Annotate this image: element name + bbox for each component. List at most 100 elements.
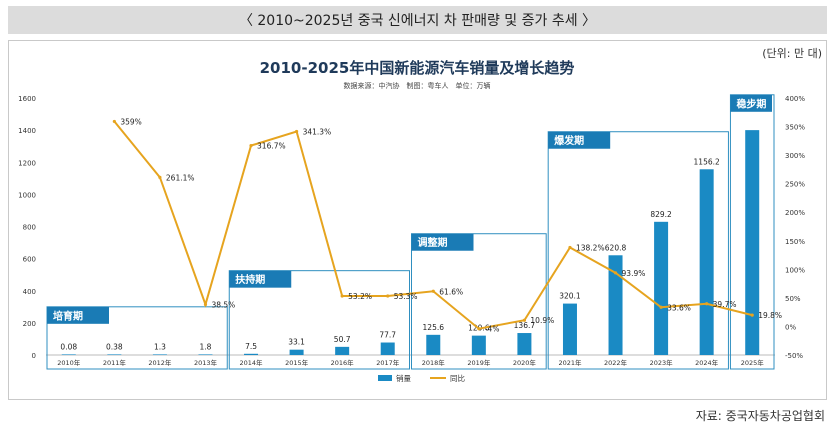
sales-bar-label: 829.2 [650,210,672,219]
sales-bar [608,255,623,355]
x-tick-label: 2023年 [650,358,674,367]
y-right-tick-label: 300% [785,152,805,160]
growth-point [522,318,527,322]
legend-bar-label: 销量 [396,373,411,383]
growth-point [294,129,299,134]
sales-bar-label: 1156.2 [694,157,720,166]
sales-bar [152,354,167,355]
growth-point [340,294,344,298]
sales-bar-label: 136.7 [514,321,536,330]
growth-label: 138.2% [576,244,605,253]
x-tick-label: 2018年 [422,358,446,367]
x-tick-label: 2012年 [148,358,172,367]
growth-label: 10.9% [530,316,554,325]
phase-label-bg [730,94,772,112]
x-tick-label: 2016年 [331,358,355,367]
growth-label: 61.6% [439,287,463,296]
sales-bar [380,342,395,355]
y-left-tick-label: 0 [32,352,36,360]
y-right-tick-label: 100% [785,266,805,274]
y-right-tick-label: 0% [785,323,796,331]
x-tick-label: 2015年 [285,358,309,367]
growth-label: 19.8% [758,311,782,320]
sales-bar [244,353,259,355]
phase-label-bg [411,233,474,251]
y-left-tick-label: 600 [23,256,36,264]
y-right-tick-label: 50% [785,295,801,303]
growth-label: 341.3% [303,128,332,137]
growth-point [203,302,208,307]
y-right-tick-label: 400% [785,95,805,103]
sales-bar-label: 620.8 [605,243,627,252]
x-tick-label: 2013年 [194,358,218,367]
x-tick-label: 2022年 [604,358,628,367]
phase-label-bg [47,306,109,324]
y-left-tick-label: 400 [23,288,36,296]
sales-bar-label: 7.5 [245,342,257,351]
y-left-tick-label: 1600 [18,95,36,103]
growth-point [112,119,116,124]
sales-bar [426,334,441,355]
phase-box [547,131,729,370]
x-tick-label: 2014年 [240,358,264,367]
phase-label: 调整期 [418,236,448,249]
sales-bar-label: 33.1 [288,338,305,347]
phase-label: 培育期 [53,309,83,322]
growth-label: -4% [485,325,500,334]
sales-bar [198,354,213,355]
growth-label: 39.7% [713,300,737,309]
sales-bar-label: 0.38 [106,342,123,351]
growth-label: 38.5% [211,300,235,309]
sales-bar-label: 0.08 [60,342,77,351]
sales-bar [107,354,122,355]
y-right-tick-label: -50% [785,352,803,360]
growth-point [477,327,481,331]
y-right-tick-label: 150% [785,238,805,246]
legend-bar-swatch [378,375,392,381]
growth-label: 53.2% [348,292,372,301]
header-title: 〈 2010~2025년 중국 신에너지 차 판매량 및 증가 추세 〉 [238,13,597,29]
x-tick-label: 2021年 [558,358,582,367]
chart-title: 2010-2025年中国新能源汽车销量及增长趋势 [260,59,575,77]
chart-subtitle: 数据来源：中汽协 制图：粤车人 单位：万辆 [344,81,491,90]
phase-box [411,233,547,370]
growth-point [659,305,663,309]
growth-point [158,175,162,179]
sales-bar [517,333,532,355]
growth-label: 53.3% [394,292,418,301]
sales-bar [289,349,304,355]
growth-label: 33.6% [667,303,691,312]
y-left-tick-label: 1000 [18,191,36,199]
source-note: 자료: 중국자동차공업협회 [695,409,825,423]
unit-note: (단위: 만 대) [762,47,822,60]
growth-point [568,245,572,250]
growth-point [431,289,435,293]
growth-label: 93.9% [622,269,646,278]
sales-bar-label: 77.7 [379,331,396,340]
x-tick-label: 2025年 [741,358,765,367]
growth-point [386,294,390,298]
phase-label: 扶持期 [235,273,265,286]
sales-bar [471,335,486,355]
phase-label: 稳步期 [736,97,766,110]
sales-bar-label: 1.3 [154,342,166,351]
x-tick-label: 2020年 [513,358,537,367]
sales-bar [654,221,669,355]
sales-bar [61,354,76,355]
y-right-tick-label: 200% [785,209,805,217]
chart-frame [8,40,827,400]
sales-bar-label: 50.7 [334,335,351,344]
y-right-tick-label: 250% [785,181,805,189]
growth-label: 261.1% [166,173,195,182]
legend-line-label: 同比 [450,373,465,383]
x-tick-label: 2019年 [467,358,491,367]
growth-point [249,143,253,148]
y-left-tick-label: 200 [23,320,36,328]
growth-point [613,271,618,275]
growth-point [750,313,754,317]
phase-box [46,306,228,370]
sales-bar-label: 125.6 [423,323,445,332]
growth-label: 359% [120,117,141,126]
sales-bar [335,346,350,355]
